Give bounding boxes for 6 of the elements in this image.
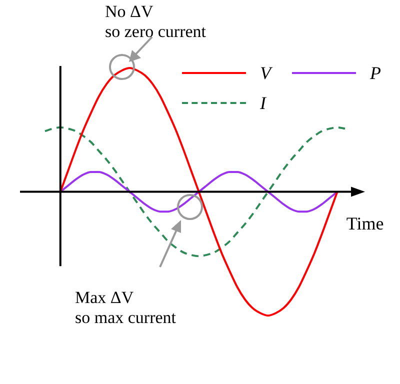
text: No ΔV so zero current: [105, 2, 206, 42]
legend-label: V: [260, 62, 271, 84]
x-axis-title: Time: [346, 214, 384, 234]
legend-label: P: [370, 62, 381, 84]
annotation: Max ΔV so max current: [75, 288, 176, 328]
legend-label: I: [260, 92, 266, 114]
